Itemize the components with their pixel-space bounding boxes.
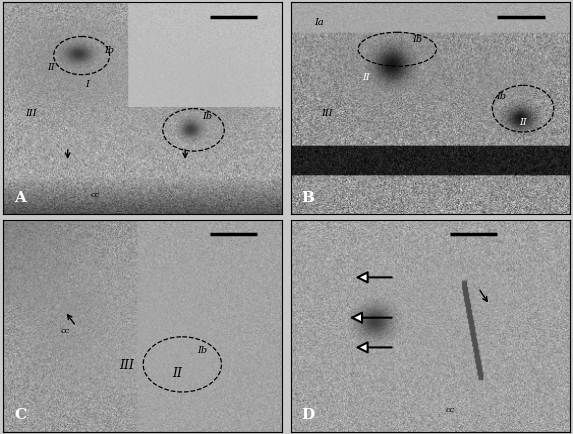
Text: Ia: Ia xyxy=(314,18,324,27)
Text: III: III xyxy=(26,109,37,118)
Text: Ib: Ib xyxy=(104,46,115,55)
Text: I: I xyxy=(85,79,89,89)
Text: cc: cc xyxy=(60,327,70,335)
Text: cc: cc xyxy=(91,190,100,198)
Text: Ib: Ib xyxy=(197,345,207,354)
Text: B: B xyxy=(302,190,315,204)
Text: Ib: Ib xyxy=(202,111,213,120)
Text: III: III xyxy=(321,109,333,118)
Text: C: C xyxy=(14,407,26,421)
Text: D: D xyxy=(302,407,315,421)
Text: II: II xyxy=(363,73,370,82)
Text: cc: cc xyxy=(446,405,455,413)
Text: A: A xyxy=(14,190,26,204)
Text: Ib: Ib xyxy=(496,92,506,101)
Text: III: III xyxy=(119,358,134,371)
Text: Ib: Ib xyxy=(412,35,422,44)
Text: II: II xyxy=(519,118,527,127)
Text: II: II xyxy=(172,367,182,379)
Text: II: II xyxy=(47,62,55,72)
